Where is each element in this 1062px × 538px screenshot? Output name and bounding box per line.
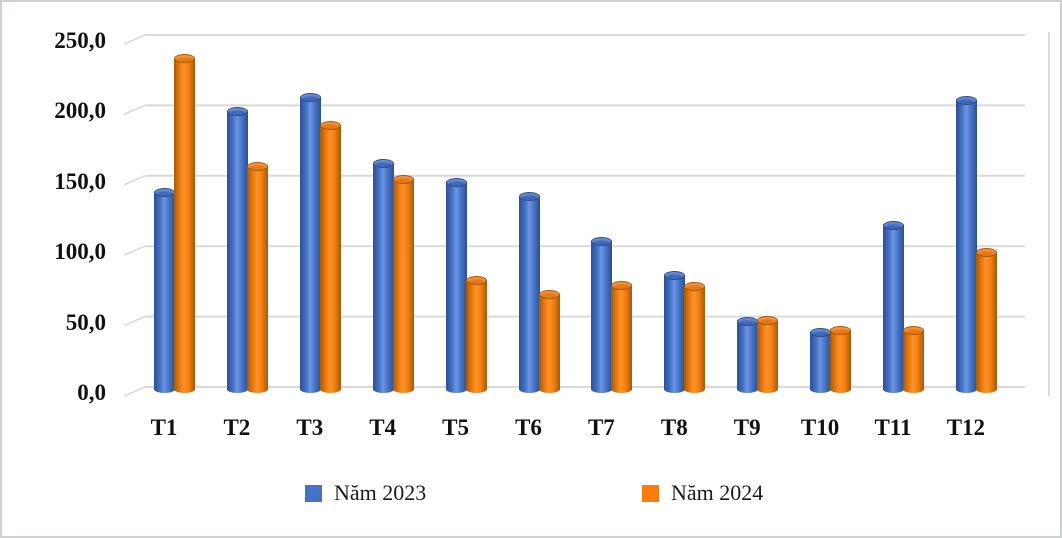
legend-swatch-nam-2024 (642, 484, 659, 502)
bar-top-cap (830, 325, 852, 335)
legend-item-nam-2024: Năm 2024 (642, 480, 763, 506)
x-category-label: T7 (587, 415, 615, 440)
x-category-label: T8 (660, 415, 688, 440)
legend-label-nam-2023: Năm 2023 (334, 480, 427, 505)
bar-top-cap (883, 221, 904, 231)
bar-năm-2024-t6 (538, 290, 560, 393)
bar-top-cap (955, 96, 977, 106)
bar-top-cap (465, 276, 487, 286)
bar-năm-2023-t10 (810, 328, 832, 393)
x-category-label: T2 (223, 415, 251, 440)
bar-năm-2023-t3 (299, 93, 321, 393)
bar-top-cap (154, 187, 175, 197)
bar-năm-2024-t11 (903, 325, 924, 393)
legend-swatch-nam-2023 (305, 484, 322, 502)
axis-tick (123, 386, 146, 397)
axis-tick (123, 315, 146, 327)
bar-top-cap (611, 280, 633, 290)
legend: Năm 2023 Năm 2024 (2, 480, 1060, 510)
y-tick-label: 100,0 (54, 239, 106, 265)
bar-năm-2023-t11 (883, 221, 904, 393)
bar-năm-2024-t4 (392, 174, 414, 393)
bar-top-cap (975, 248, 997, 258)
y-tick-label: 50,0 (65, 309, 106, 335)
axis-tick (123, 34, 146, 45)
bar-năm-2024-t7 (611, 280, 633, 393)
x-category-label: T4 (369, 415, 397, 440)
bar-năm-2024-t10 (830, 325, 852, 393)
bar-năm-2023-t1 (154, 187, 175, 393)
bar-năm-2024-t8 (684, 281, 706, 393)
bar-top-cap (246, 162, 268, 172)
bar-năm-2023-t5 (445, 177, 467, 393)
bar-năm-2024-t12 (975, 248, 997, 393)
bar-năm-2024-t1 (174, 53, 195, 393)
bar-năm-2023-t12 (955, 96, 977, 393)
bar-năm-2024-t2 (246, 162, 268, 393)
legend-item-nam-2023: Năm 2023 (305, 480, 426, 506)
bar-năm-2023-t6 (518, 191, 540, 393)
x-category-label: T3 (296, 415, 324, 440)
x-category-label: T9 (733, 415, 761, 440)
bar-top-cap (392, 174, 414, 184)
bar-top-cap (226, 107, 248, 117)
axis-tick (123, 104, 146, 116)
bar-top-cap (757, 315, 779, 325)
bar-năm-2023-t4 (372, 159, 394, 393)
bar-năm-2023-t7 (591, 236, 613, 393)
bar-năm-2024-t5 (465, 276, 487, 393)
bar-top-cap (591, 236, 613, 246)
bar-top-cap (319, 121, 341, 131)
bar-năm-2024-t9 (757, 315, 779, 393)
y-tick-label: 0,0 (77, 380, 106, 405)
y-tick-label: 150,0 (54, 168, 106, 194)
axis-tick (123, 175, 146, 186)
bar-top-cap (684, 281, 706, 291)
bar-top-cap (737, 317, 759, 327)
bar-năm-2023-t2 (226, 107, 248, 393)
bar-top-cap (299, 93, 321, 103)
x-category-label: T5 (442, 415, 470, 440)
bar-năm-2023-t9 (737, 317, 759, 393)
bar-top-cap (372, 159, 394, 169)
x-category-label: T12 (946, 415, 986, 440)
legend-label-nam-2024: Năm 2024 (671, 480, 764, 505)
x-category-label: T11 (874, 415, 912, 440)
bar-top-cap (518, 191, 540, 201)
bar-năm-2024-t3 (319, 121, 341, 393)
bar-top-cap (903, 325, 924, 335)
x-category-label: T1 (150, 415, 178, 440)
y-tick-label: 200,0 (54, 98, 106, 124)
bar-top-cap (538, 290, 560, 300)
bar-năm-2023-t8 (664, 270, 686, 393)
axis-tick (123, 245, 146, 256)
x-category-label: T6 (515, 415, 542, 440)
y-tick-label: 250,0 (54, 28, 106, 53)
bar-top-cap (810, 328, 832, 338)
bar-top-cap (174, 53, 195, 63)
bar-top-cap (664, 270, 686, 280)
bar-top-cap (445, 177, 467, 187)
x-category-label: T10 (800, 415, 840, 440)
